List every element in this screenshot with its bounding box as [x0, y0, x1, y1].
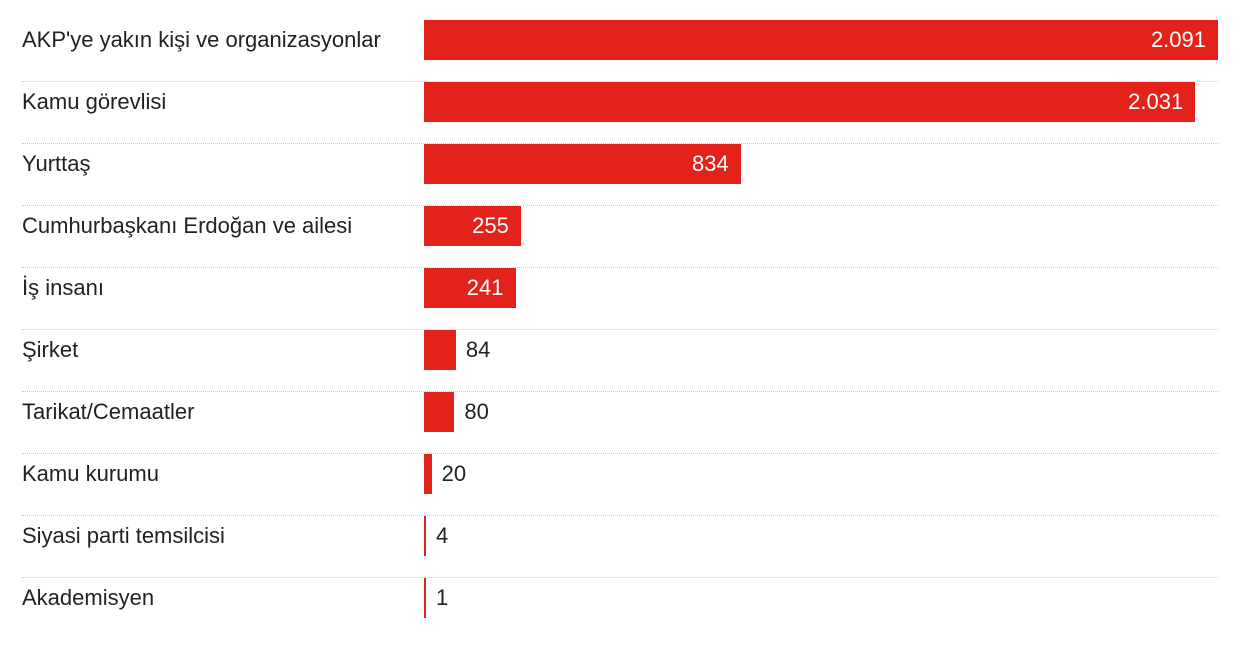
- chart-row: Yurttaş 834: [22, 144, 1218, 206]
- bar: [424, 578, 426, 618]
- row-divider: [22, 515, 1218, 516]
- row-divider: [22, 267, 1218, 268]
- value-label: 2.091: [1150, 27, 1206, 52]
- value-label: 20: [441, 461, 467, 486]
- category-label: Yurttaş: [22, 151, 91, 176]
- category-label: AKP'ye yakın kişi ve organizasyonlar: [22, 27, 381, 52]
- category-label: Siyasi parti temsilcisi: [22, 523, 225, 548]
- value-label: 84: [465, 337, 491, 362]
- chart-row: AKP'ye yakın kişi ve organizasyonlar 2.09…: [22, 20, 1218, 82]
- bar: [424, 330, 456, 370]
- bar: [424, 144, 741, 184]
- row-divider: [22, 577, 1218, 578]
- category-label: Cumhurbaşkanı Erdoğan ve ailesi: [22, 213, 353, 238]
- chart-row: Cumhurbaşkanı Erdoğan ve ailesi 255: [22, 206, 1218, 268]
- bar: [424, 454, 432, 494]
- category-label: Kamu görevlisi: [22, 89, 167, 114]
- chart-row: Kamu görevlisi 2.031: [22, 82, 1218, 144]
- chart-row: İş insanı 241: [22, 268, 1218, 330]
- row-divider: [22, 453, 1218, 454]
- chart-row: Akademisyen 1: [22, 578, 1218, 640]
- value-label: 834: [691, 151, 729, 176]
- value-label: 255: [472, 213, 509, 238]
- category-label: Şirket: [22, 337, 79, 362]
- value-label: 4: [436, 523, 449, 548]
- category-label: İş insanı: [22, 275, 104, 300]
- value-label: 80: [464, 399, 489, 424]
- chart-row: Siyasi parti temsilcisi 4: [22, 516, 1218, 578]
- row-divider: [22, 143, 1218, 144]
- category-label: Tarikat/Cemaatler: [22, 399, 195, 424]
- row-divider: [22, 329, 1218, 330]
- bar: [424, 392, 455, 432]
- bar: [424, 516, 426, 556]
- row-divider: [22, 391, 1218, 392]
- bar: [424, 268, 516, 308]
- category-label: Kamu kurumu: [22, 461, 159, 486]
- value-label: 241: [466, 275, 504, 300]
- value-label: 2.031: [1128, 89, 1184, 114]
- value-label: 1: [436, 585, 449, 610]
- chart-row: Şirket 84: [22, 330, 1218, 392]
- bar: [424, 206, 521, 246]
- bar: [424, 20, 1218, 60]
- row-divider: [22, 81, 1218, 82]
- bar: [424, 82, 1196, 122]
- chart-row: Kamu kurumu 20: [22, 454, 1218, 516]
- category-label: Akademisyen: [22, 585, 155, 610]
- chart-row: Tarikat/Cemaatler 80: [22, 392, 1218, 454]
- row-divider: [22, 205, 1218, 206]
